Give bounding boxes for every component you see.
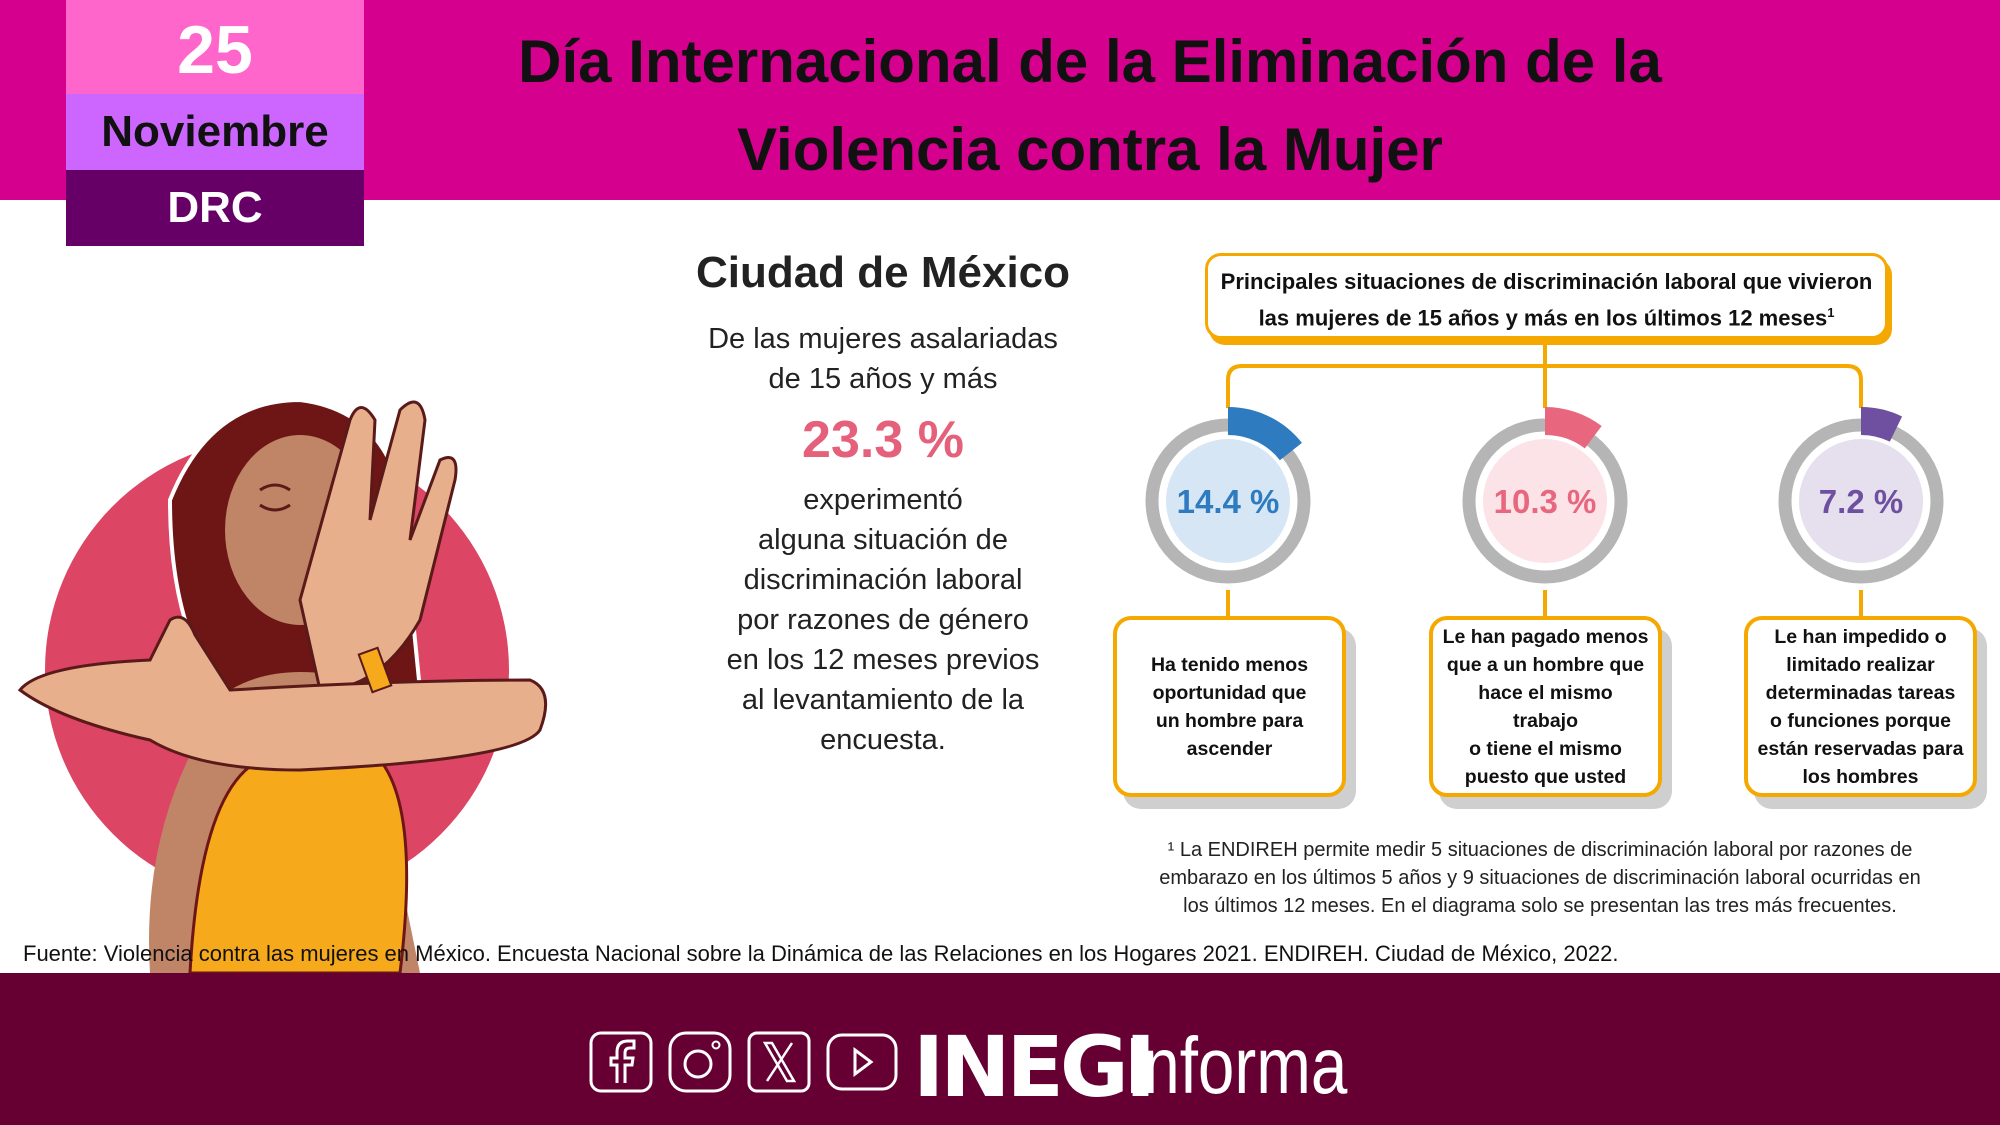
text-line: experimentó <box>803 484 963 516</box>
gauge-value: 14.4 % <box>1177 483 1280 520</box>
text-line: discriminación laboral <box>743 564 1023 596</box>
date-day: 25 <box>66 0 364 94</box>
text-line: por razones de género <box>737 604 1029 636</box>
text-line: puesto que usted <box>1464 765 1627 788</box>
text-line: encuesta. <box>820 724 946 756</box>
facebook-icon[interactable] <box>589 1031 653 1093</box>
text-line: ascender <box>1186 737 1273 760</box>
text-line: embarazo en los últimos 5 años y 9 situa… <box>1159 867 1921 889</box>
text-line: hace el mismo <box>1478 681 1613 704</box>
title-line: Violencia contra la Mujer <box>737 116 1443 183</box>
youtube-icon[interactable] <box>826 1031 898 1093</box>
summary-value: 23.3 % <box>802 411 964 469</box>
gauge-2: 10.3 % <box>1462 407 1628 584</box>
informa-logo: Informa <box>1125 1021 1348 1110</box>
gauge-center <box>1166 439 1290 563</box>
text-line: determinadas tareas <box>1765 681 1956 704</box>
gauge-value: 7.2 % <box>1819 483 1903 520</box>
text-line: oportunidad que <box>1152 681 1307 704</box>
text-line: de 15 años y más <box>768 363 998 395</box>
text-line: en los 12 meses previos <box>726 644 1040 676</box>
text-line: limitado realizar <box>1786 653 1935 676</box>
text-line: De las mujeres asalariadas <box>708 323 1058 355</box>
situation-box: Le han pagado menos que a un hombre que ha… <box>1429 616 1662 797</box>
title-line: Día Internacional de la Eliminación de l… <box>518 28 1662 95</box>
gauge-arc <box>1860 407 1903 442</box>
diagram-connectors: 14.4 % 10.3 % 7.2 % <box>1145 342 1944 616</box>
text-line: los últimos 12 meses. En el diagrama sol… <box>1183 895 1897 917</box>
text-line: Ha tenido menos <box>1150 653 1309 676</box>
gauge-arc <box>1544 407 1602 449</box>
inegi-logo: INEGI <box>913 1018 1156 1116</box>
text-line: un hombre para <box>1155 709 1304 732</box>
text-line: están reservadas para <box>1757 737 1964 760</box>
date-box: 25 Noviembre DRC <box>66 0 364 246</box>
text-line: las mujeres de 15 años y más en los últi… <box>1258 305 1828 331</box>
gauge-value: 10.3 % <box>1494 483 1597 520</box>
text-line: alguna situación de <box>758 524 1008 556</box>
gauge-3: 7.2 % <box>1778 407 1944 584</box>
text-line: ¹ La ENDIREH permite medir 5 situaciones… <box>1167 839 1913 861</box>
text-line: o funciones porque <box>1770 709 1951 732</box>
footer-band <box>0 973 2000 1125</box>
gauge-center <box>1799 439 1923 563</box>
gauge-center <box>1483 439 1607 563</box>
text-line: Le han pagado menos <box>1442 625 1649 648</box>
date-tag: DRC <box>66 170 364 246</box>
gauge-1: 14.4 % <box>1145 407 1311 584</box>
instagram-icon[interactable] <box>668 1031 732 1093</box>
text-line: Principales situaciones de discriminació… <box>1220 269 1873 294</box>
footnote-ref: 1 <box>1827 305 1835 320</box>
woman-illustration <box>17 397 548 973</box>
source-note: Fuente: Violencia contra las mujeres en … <box>23 941 1619 966</box>
situation-box: Le han impedido o limitado realizar determ… <box>1744 616 1977 797</box>
situation-box: Ha tenido menos oportunidad que un hombre … <box>1113 616 1346 797</box>
text-line: o tiene el mismo <box>1469 737 1622 760</box>
summary-text: experimentó alguna situación de discrimina… <box>640 480 1126 760</box>
diagram-title: Principales situaciones de discriminació… <box>1205 253 1888 339</box>
text-line: Le han impedido o <box>1774 625 1947 648</box>
footnote: ¹ La ENDIREH permite medir 5 situaciones… <box>1110 836 1970 920</box>
gauge-arc <box>1227 407 1302 461</box>
text-line: al levantamiento de la <box>741 684 1025 716</box>
text-line: los hombres <box>1802 765 1919 788</box>
city-heading: Ciudad de México <box>695 248 1071 297</box>
page-title: Día Internacional de la Eliminación de l… <box>380 18 1800 194</box>
x-icon[interactable] <box>747 1031 811 1093</box>
summary-intro: De las mujeres asalariadas de 15 años y … <box>640 319 1126 399</box>
text-line: trabajo <box>1512 709 1578 732</box>
text-line: que a un hombre que <box>1446 653 1645 676</box>
date-month: Noviembre <box>66 94 364 170</box>
